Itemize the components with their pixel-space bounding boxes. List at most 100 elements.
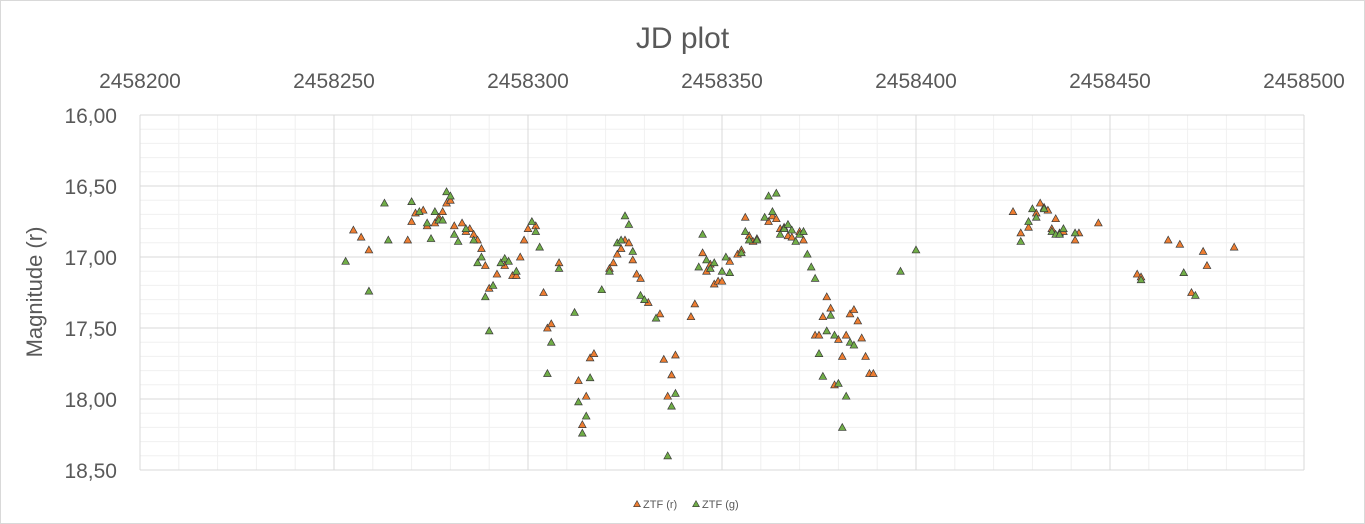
data-point [1190, 290, 1200, 299]
data-point [446, 191, 455, 200]
data-point [663, 391, 673, 400]
data-point [775, 229, 785, 238]
legend-label: ZTF (g) [702, 499, 739, 511]
data-point [597, 285, 607, 294]
data-point [620, 211, 630, 220]
data-point [457, 218, 467, 227]
legend-marker [633, 499, 641, 508]
data-point [1179, 268, 1189, 277]
data-point [802, 249, 812, 258]
data-point [577, 420, 587, 428]
data-point [1016, 228, 1026, 237]
data-point [527, 216, 537, 225]
y-axis-label: Magnitude (r) [22, 227, 47, 358]
data-point [407, 197, 416, 206]
data-point [791, 236, 801, 245]
data-point [896, 266, 905, 275]
data-point [539, 287, 548, 296]
data-point [822, 292, 832, 301]
data-point [574, 397, 583, 406]
x-tick-label: 2458450 [1069, 70, 1151, 93]
data-point [519, 235, 529, 244]
data-point [834, 378, 843, 387]
data-point [1187, 287, 1196, 296]
data-point [414, 207, 424, 215]
y-tick-label: 16,00 [64, 105, 117, 128]
data-point [822, 326, 832, 335]
data-point [1229, 242, 1239, 251]
data-point [546, 319, 556, 328]
data-point [511, 270, 521, 279]
data-point [826, 303, 836, 312]
data-point [663, 451, 673, 460]
data-point [422, 218, 432, 227]
data-point [1028, 204, 1037, 213]
data-point [651, 313, 661, 322]
data-point [849, 305, 859, 313]
data-point [810, 273, 820, 282]
data-point [845, 337, 855, 346]
data-point [349, 225, 358, 234]
data-point [628, 255, 638, 264]
data-point [1039, 204, 1049, 213]
data-point [515, 252, 525, 261]
data-point [837, 422, 847, 431]
data-point [523, 224, 533, 232]
data-point [771, 214, 781, 223]
data-point [717, 276, 727, 285]
data-point [383, 235, 393, 244]
data-point [449, 229, 459, 238]
data-point [787, 225, 797, 234]
data-point [461, 224, 471, 232]
data-point [616, 235, 626, 244]
data-point [1055, 229, 1064, 238]
y-tick-label: 18,00 [64, 389, 117, 412]
data-point [760, 212, 770, 221]
data-point [581, 411, 591, 420]
data-point [500, 253, 510, 262]
data-point [543, 368, 552, 377]
data-point [589, 349, 599, 357]
legend: ZTF (r) ZTF (g) [633, 499, 739, 511]
data-point [585, 353, 595, 362]
data-point [667, 370, 676, 379]
data-point [768, 211, 777, 220]
data-point [632, 269, 642, 278]
data-point [690, 299, 700, 308]
data-point [640, 295, 649, 303]
data-point [438, 207, 448, 215]
data-point [698, 229, 707, 238]
data-point [453, 236, 463, 245]
data-point [764, 216, 773, 225]
data-point [484, 326, 494, 335]
data-point [504, 256, 513, 265]
data-point [725, 256, 735, 265]
data-point [841, 391, 851, 400]
data-point [667, 401, 676, 410]
data-point [709, 258, 719, 267]
chart-title: JD plot [635, 22, 730, 55]
data-point [1132, 269, 1142, 278]
data-point [787, 232, 797, 241]
data-point [449, 221, 459, 230]
data-point [1198, 246, 1208, 255]
data-point [826, 310, 836, 319]
data-point [608, 258, 618, 267]
data-point [1024, 222, 1033, 231]
data-point [768, 207, 777, 215]
data-point [857, 333, 867, 342]
data-point [636, 273, 645, 282]
data-point [721, 252, 731, 261]
data-point [426, 234, 436, 242]
data-point [585, 373, 595, 382]
data-point [818, 371, 828, 380]
x-tick-label: 2458250 [293, 70, 375, 93]
data-point [364, 245, 374, 254]
data-point [717, 266, 727, 275]
data-point [477, 252, 486, 261]
data-point [535, 242, 545, 251]
data-point [442, 187, 451, 196]
data-point [616, 243, 626, 252]
data-point [477, 243, 486, 252]
